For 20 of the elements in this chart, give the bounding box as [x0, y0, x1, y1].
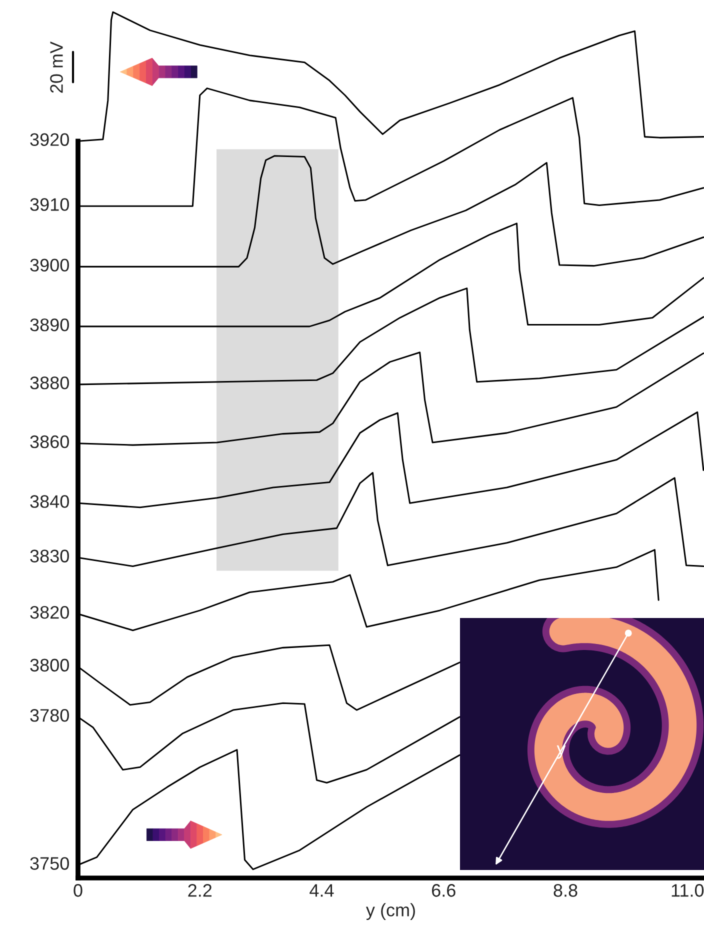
x-tick-label: 11.0 [672, 884, 704, 897]
text: 3910 [30, 198, 69, 211]
x-tick-label: 0 [74, 884, 82, 897]
text: 3900 [30, 258, 69, 272]
text: 3800 [30, 658, 69, 672]
text: 3890 [30, 318, 69, 332]
text: 3840 [30, 495, 69, 508]
text: 3820 [30, 606, 69, 619]
x-tick-label: 4.4 [310, 884, 334, 897]
text: 3860 [30, 435, 69, 448]
text: 3830 [30, 550, 69, 562]
x-tick-label: 6.6 [432, 884, 456, 897]
x-tick-label: 8.8 [554, 884, 578, 897]
text: 3920 [30, 133, 69, 146]
text: 20 mV [50, 42, 63, 93]
text: 3880 [30, 376, 69, 390]
text: 3780 [30, 709, 69, 722]
x-tick-label: 2.2 [188, 884, 212, 897]
x-axis-title: y (cm) [366, 903, 415, 920]
text: 3750 [30, 857, 69, 870]
